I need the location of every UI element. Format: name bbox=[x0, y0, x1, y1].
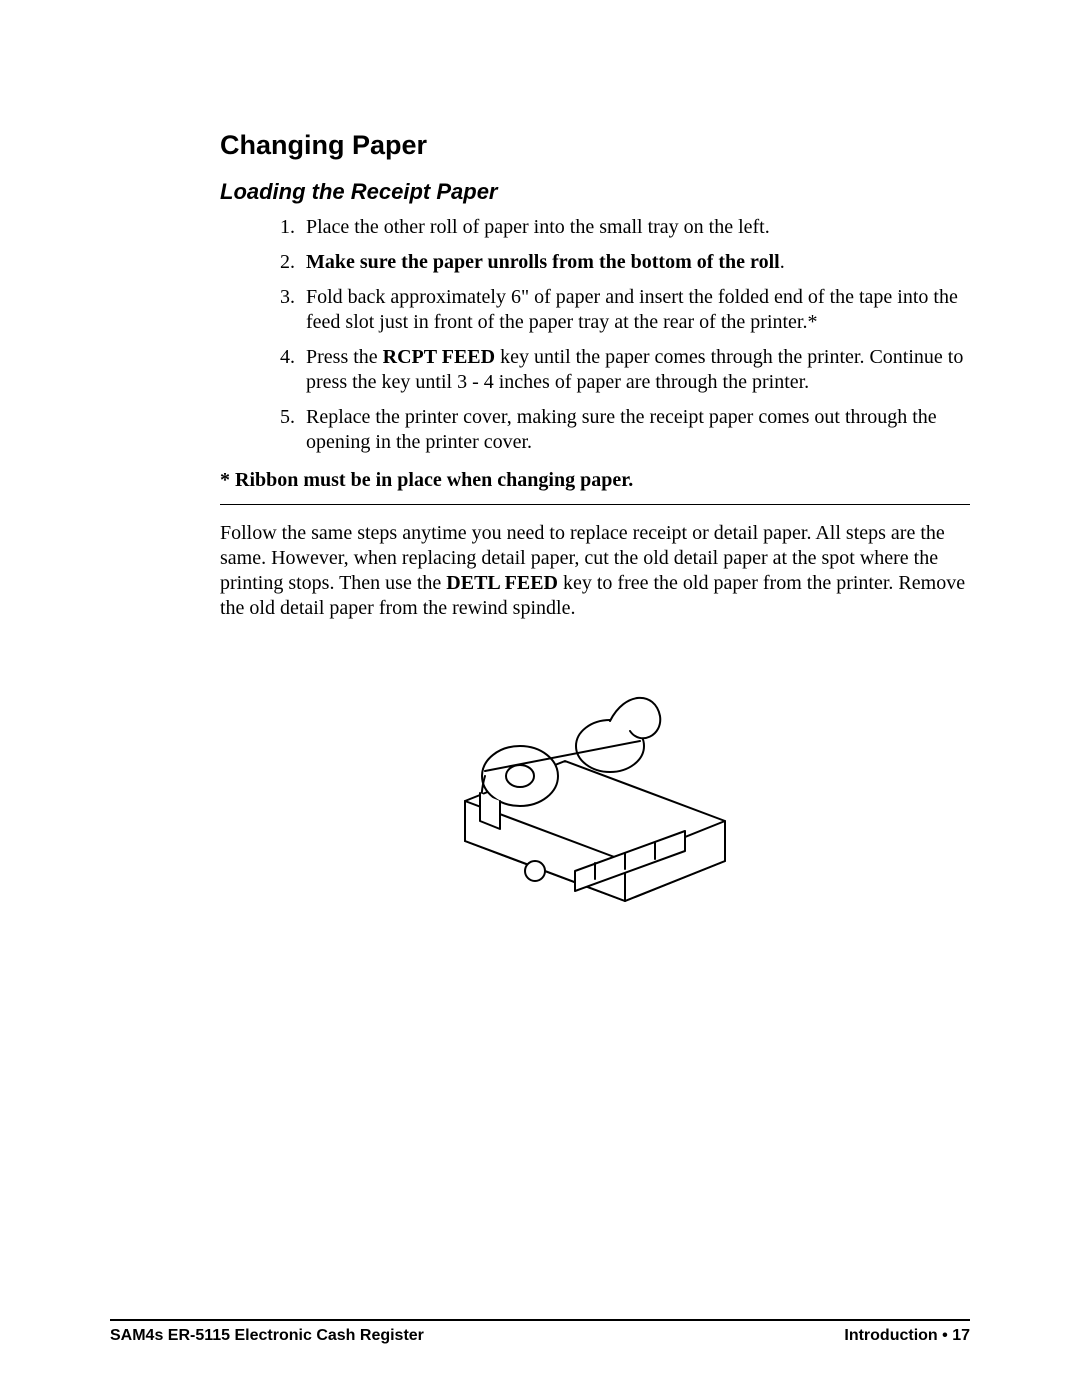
footer-bullet: • bbox=[942, 1327, 948, 1344]
document-page: Changing Paper Loading the Receipt Paper… bbox=[0, 0, 1080, 1397]
section-heading: Changing Paper bbox=[220, 130, 970, 161]
step-1: Place the other roll of paper into the s… bbox=[300, 215, 970, 240]
step-4: Press the RCPT FEED key until the paper … bbox=[300, 345, 970, 395]
step-2-bold: Make sure the paper unrolls from the bot… bbox=[306, 251, 780, 273]
footer-page-number: 17 bbox=[952, 1327, 970, 1344]
rcpt-feed-key-label: RCPT FEED bbox=[383, 346, 495, 368]
step-5: Replace the printer cover, making sure t… bbox=[300, 405, 970, 455]
detl-feed-key-label: DETL FEED bbox=[446, 572, 558, 594]
footer-section: Introduction bbox=[844, 1327, 937, 1344]
step-2-suffix: . bbox=[780, 251, 785, 273]
instruction-list: Place the other roll of paper into the s… bbox=[220, 215, 970, 455]
followup-paragraph: Follow the same steps anytime you need t… bbox=[220, 521, 970, 621]
footer-right: Introduction • 17 bbox=[844, 1327, 970, 1345]
printer-figure bbox=[220, 661, 970, 926]
step-4-pre: Press the bbox=[306, 346, 383, 368]
step-2: Make sure the paper unrolls from the bot… bbox=[300, 250, 970, 275]
step-3: Fold back approximately 6" of paper and … bbox=[300, 285, 970, 335]
footer-left: SAM4s ER-5115 Electronic Cash Register bbox=[110, 1327, 424, 1345]
page-footer: SAM4s ER-5115 Electronic Cash Register I… bbox=[110, 1319, 970, 1345]
horizontal-rule bbox=[220, 504, 970, 505]
subsection-heading: Loading the Receipt Paper bbox=[220, 179, 970, 205]
ribbon-note: * Ribbon must be in place when changing … bbox=[220, 469, 970, 492]
printer-icon bbox=[425, 661, 765, 921]
